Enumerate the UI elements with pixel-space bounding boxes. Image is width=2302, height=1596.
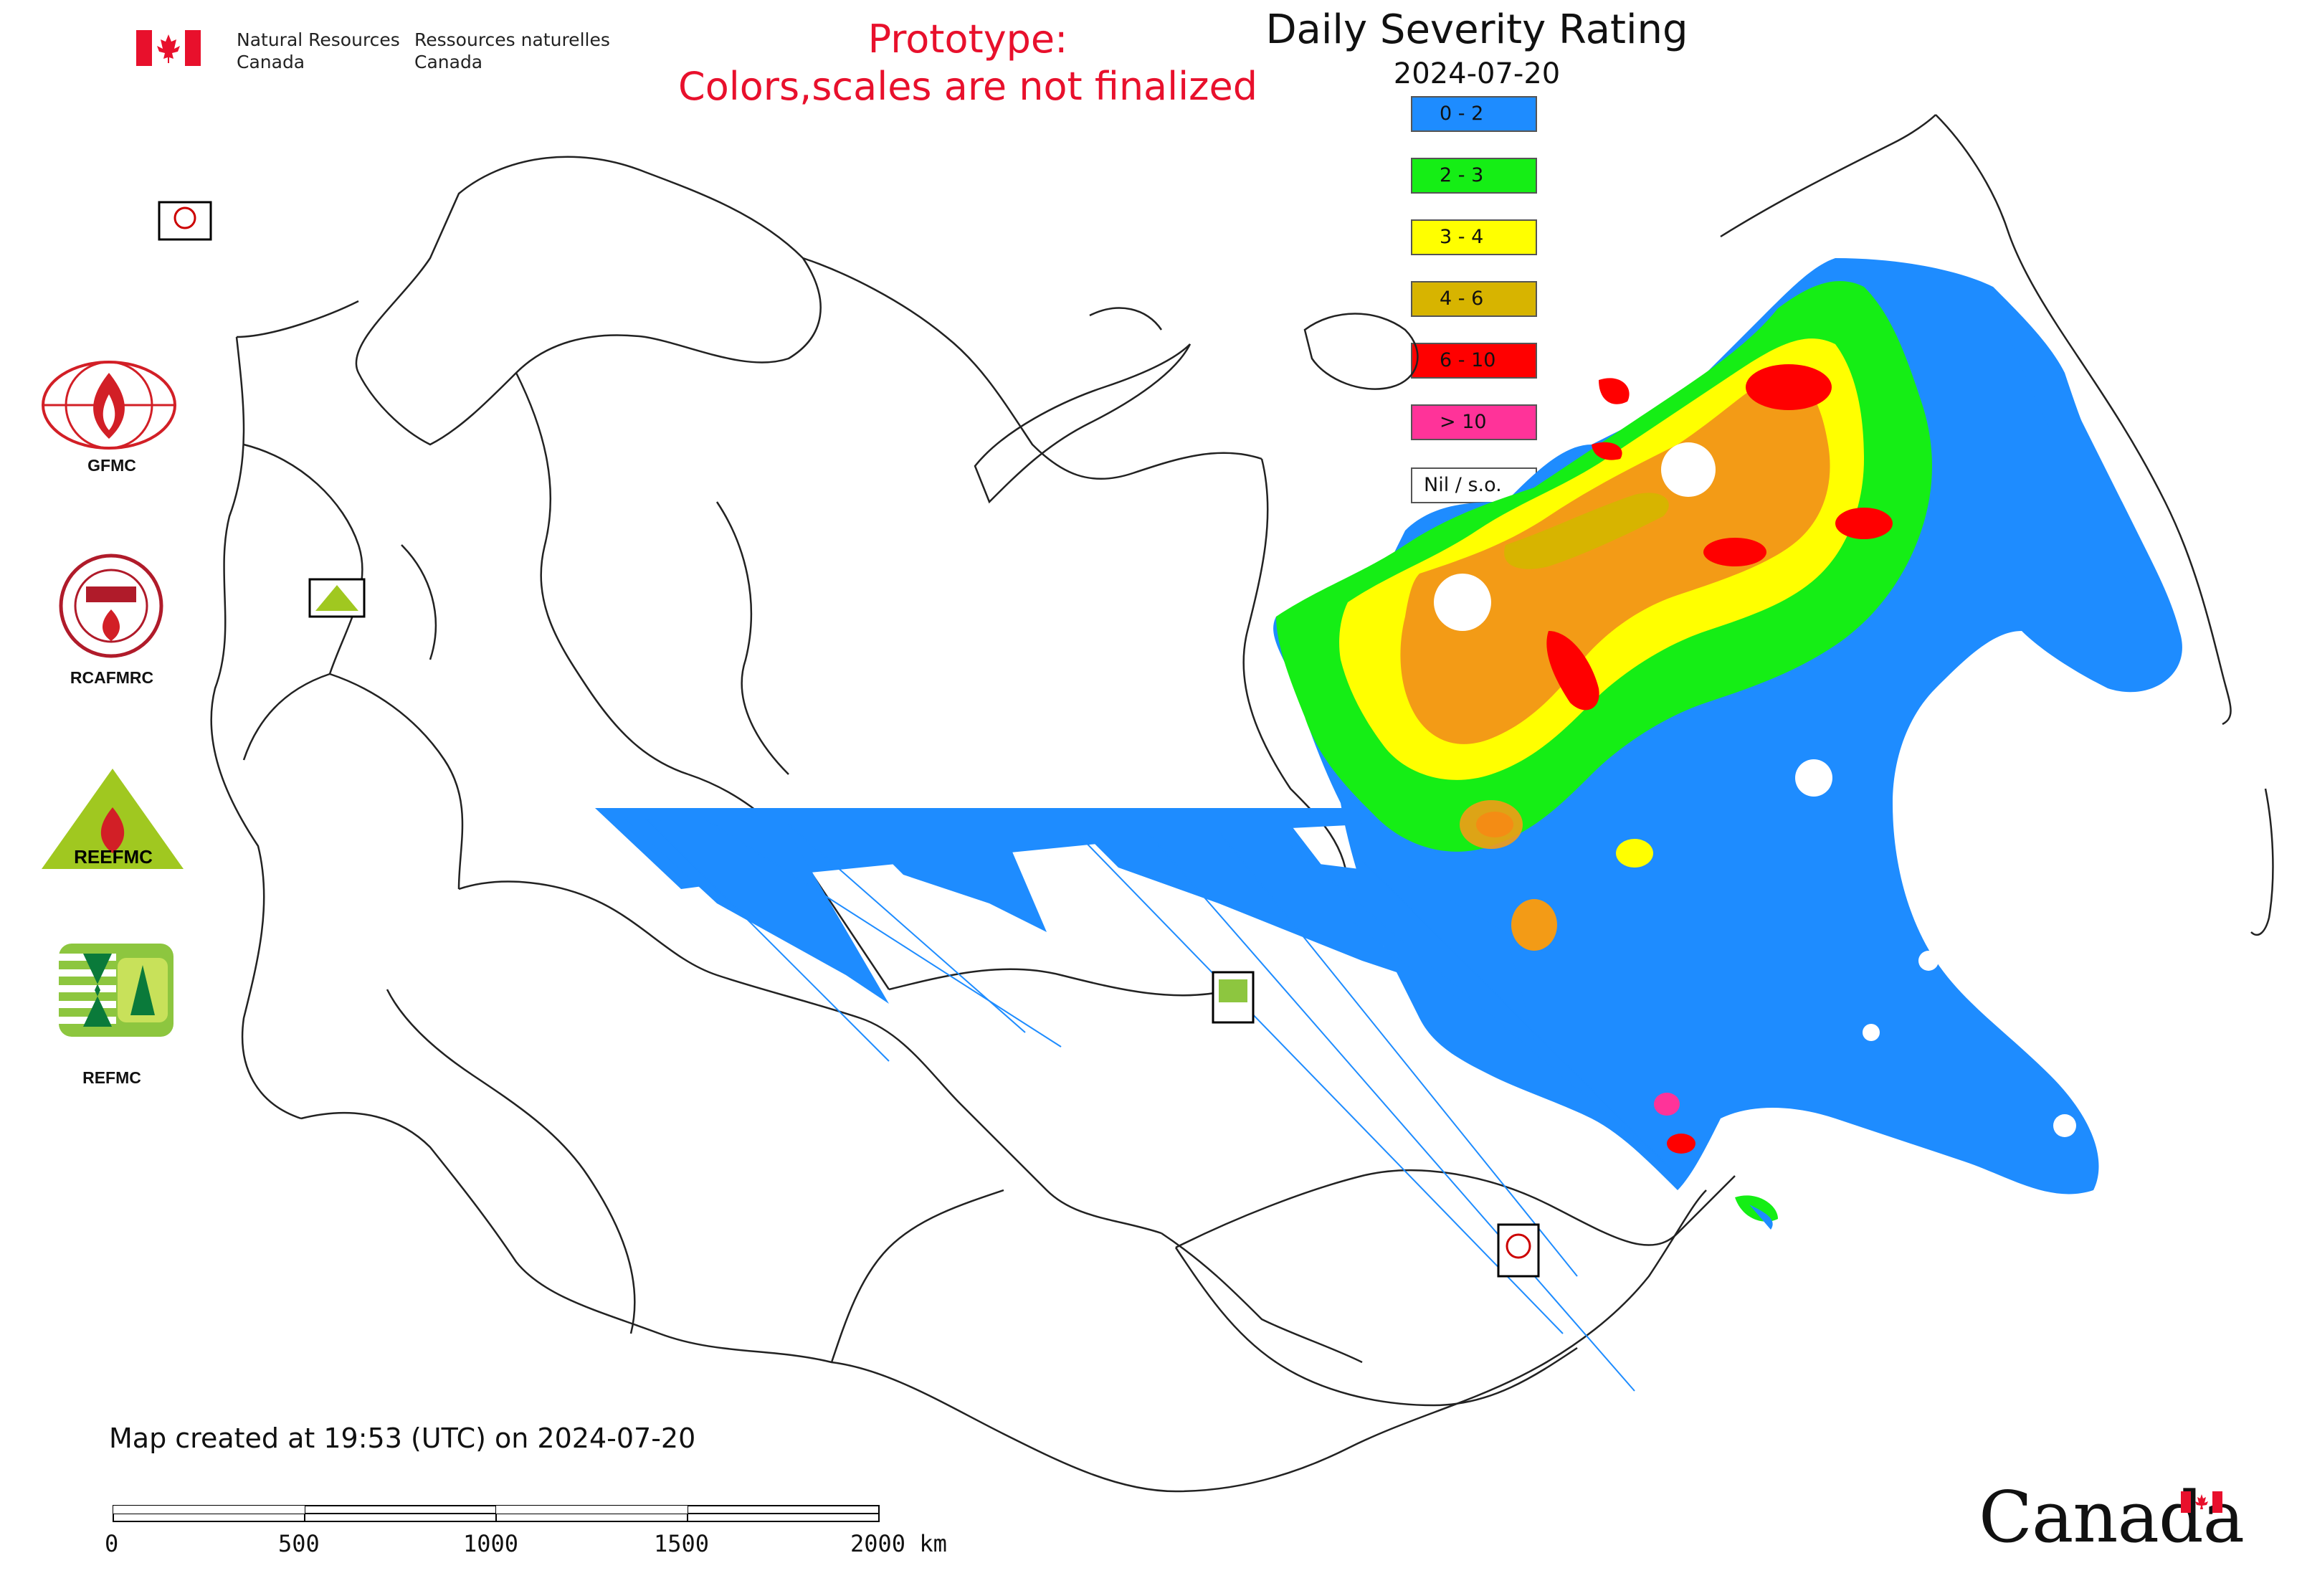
rcafmrc-logo-icon [57,552,165,660]
canada-wordmark: Canada [1979,1477,2245,1559]
canada-wordmark-flag-icon [2181,1491,2222,1513]
gfmc-logo-icon [40,358,178,452]
reefmc-wordmark: REEFMC [74,846,153,868]
prototype-notice: Prototype: Colors,scales are not finaliz… [678,16,1257,109]
legend-item-gt-10: > 10 [1411,404,1537,440]
scale-label-2000: 2000 km [850,1530,947,1557]
org-name-english: Natural Resources Canada [237,29,400,72]
map-title: Daily Severity Rating [1265,6,1688,53]
legend-item-6-10: 6 - 10 [1411,343,1537,379]
reefmc-logo-icon [37,764,188,872]
severity-raster [595,258,2182,1392]
scale-label-1500: 1500 [654,1530,710,1557]
map-created-timestamp: Map created at 19:53 (UTC) on 2024-07-20 [109,1422,696,1454]
org-name-french: Ressources naturelles Canada [414,29,610,72]
legend-item-3-4: 3 - 4 [1411,219,1537,255]
legend-item-4-6: 4 - 6 [1411,281,1537,317]
refmc-label: REFMC [82,1068,141,1087]
scale-bar [112,1504,882,1524]
gfmc-label: GFMC [87,456,136,475]
scale-label-1000: 1000 [463,1530,519,1557]
refmc-logo-icon [59,944,173,1037]
scale-label-0: 0 [105,1530,119,1557]
rcafmrc-label: RCAFMRC [70,668,154,687]
map-date: 2024-07-20 [1393,57,1561,90]
legend-item-2-3: 2 - 3 [1411,158,1537,194]
region-boundaries [210,114,2274,1493]
canada-flag-icon [136,30,201,66]
legend-item-0-2: 0 - 2 [1411,96,1537,132]
scale-label-500: 500 [278,1530,320,1557]
site-markers [158,201,1540,1278]
